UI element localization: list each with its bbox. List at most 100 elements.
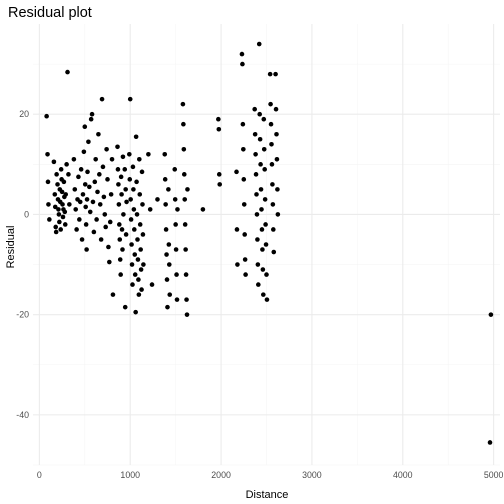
data-point bbox=[273, 71, 278, 77]
data-point bbox=[133, 134, 139, 140]
data-point bbox=[253, 151, 258, 157]
data-point bbox=[77, 217, 82, 222]
data-point bbox=[182, 222, 188, 227]
data-point bbox=[241, 177, 247, 182]
data-point bbox=[259, 227, 265, 232]
x-tick-label: 3000 bbox=[302, 470, 322, 480]
data-point bbox=[257, 136, 263, 142]
data-point bbox=[94, 217, 99, 222]
data-point bbox=[255, 262, 261, 267]
x-tick-label: 5000 bbox=[484, 470, 504, 480]
data-point bbox=[141, 262, 146, 267]
data-point bbox=[132, 272, 138, 277]
data-point bbox=[85, 169, 90, 175]
data-point bbox=[139, 169, 145, 175]
data-point bbox=[109, 157, 115, 162]
data-point bbox=[267, 71, 273, 77]
data-point bbox=[122, 167, 128, 172]
data-point bbox=[173, 247, 179, 252]
data-point bbox=[83, 222, 89, 227]
data-point bbox=[135, 257, 141, 262]
data-point bbox=[127, 177, 133, 182]
data-point bbox=[82, 124, 88, 130]
data-point bbox=[216, 116, 221, 122]
data-point bbox=[92, 179, 98, 185]
data-point bbox=[101, 194, 107, 200]
data-point bbox=[80, 192, 86, 197]
data-point bbox=[71, 157, 77, 162]
data-point bbox=[217, 182, 223, 187]
data-point bbox=[163, 202, 168, 207]
x-axis-title: Distance bbox=[246, 489, 289, 501]
data-point bbox=[66, 172, 71, 177]
data-point bbox=[166, 187, 171, 192]
data-point bbox=[261, 116, 267, 122]
data-point bbox=[262, 167, 267, 172]
data-point bbox=[78, 167, 84, 172]
data-point bbox=[234, 169, 239, 175]
data-point bbox=[240, 121, 246, 127]
data-point bbox=[91, 229, 97, 235]
data-point bbox=[167, 292, 173, 297]
data-point bbox=[84, 247, 89, 252]
data-point bbox=[269, 141, 274, 147]
data-point bbox=[132, 252, 138, 257]
data-point bbox=[62, 222, 68, 227]
data-point bbox=[65, 69, 70, 75]
data-point bbox=[182, 197, 188, 202]
data-point bbox=[261, 146, 267, 152]
data-point bbox=[129, 262, 135, 267]
data-point bbox=[97, 172, 102, 177]
data-point bbox=[116, 182, 121, 187]
data-point bbox=[58, 227, 64, 232]
y-tick-label: 20 bbox=[19, 109, 29, 119]
y-tick-labels: -40 -20 0 20 bbox=[16, 109, 29, 420]
data-point bbox=[270, 182, 275, 187]
data-point bbox=[252, 131, 258, 137]
data-point bbox=[115, 144, 120, 150]
data-point bbox=[108, 192, 114, 197]
data-point bbox=[174, 297, 180, 302]
data-point bbox=[67, 202, 72, 207]
data-point bbox=[96, 131, 101, 137]
data-point bbox=[181, 146, 187, 152]
data-point bbox=[274, 131, 279, 137]
data-point bbox=[138, 267, 144, 272]
data-point bbox=[253, 172, 259, 177]
data-point bbox=[110, 292, 116, 297]
y-tick-label: -20 bbox=[16, 310, 29, 320]
data-point bbox=[149, 282, 155, 287]
data-point bbox=[174, 272, 179, 277]
data-point bbox=[124, 199, 129, 205]
data-point bbox=[99, 96, 105, 102]
data-point bbox=[45, 151, 50, 157]
data-point bbox=[103, 224, 108, 230]
data-point bbox=[74, 227, 79, 232]
data-point bbox=[162, 151, 168, 157]
data-point bbox=[257, 111, 262, 117]
data-point bbox=[175, 207, 180, 212]
data-point bbox=[165, 304, 170, 310]
data-point bbox=[117, 237, 123, 242]
data-point bbox=[181, 172, 187, 177]
y-tick-label: 0 bbox=[24, 209, 29, 219]
data-point bbox=[488, 312, 494, 317]
data-point bbox=[102, 212, 108, 217]
data-point bbox=[166, 242, 172, 247]
data-point bbox=[87, 184, 92, 190]
data-point bbox=[242, 232, 247, 237]
data-point bbox=[45, 179, 51, 185]
data-point bbox=[275, 187, 280, 192]
data-point bbox=[487, 440, 493, 445]
data-point bbox=[107, 219, 113, 225]
x-tick-label: 2000 bbox=[211, 470, 231, 480]
data-point bbox=[256, 41, 262, 47]
data-point bbox=[52, 204, 58, 210]
data-point bbox=[129, 242, 134, 247]
data-point bbox=[131, 187, 136, 192]
data-point bbox=[86, 139, 91, 145]
data-point bbox=[53, 224, 59, 230]
data-point bbox=[107, 259, 112, 265]
data-point bbox=[255, 237, 260, 242]
data-point bbox=[185, 187, 190, 192]
